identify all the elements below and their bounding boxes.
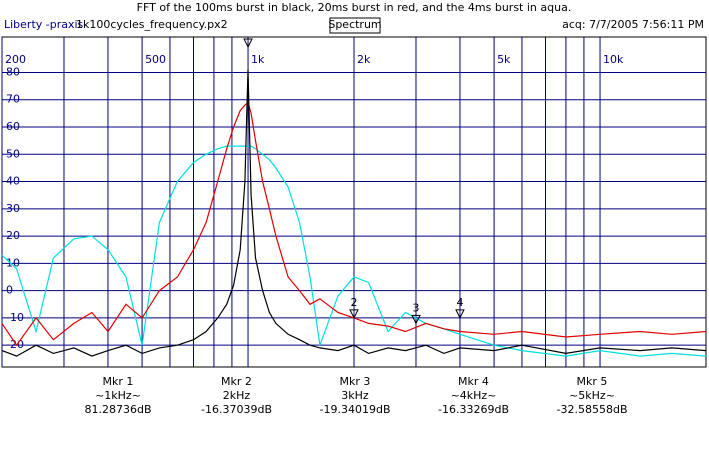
title: FFT of the 100ms burst in black, 20ms bu… — [137, 1, 572, 14]
marker-name: Mkr 5 — [577, 375, 608, 388]
series-line — [1, 145, 707, 357]
y-tick-label: 0 — [6, 284, 13, 297]
y-tick-label: 50 — [6, 147, 20, 160]
plot-marker — [243, 38, 253, 49]
marker-name: Mkr 4 — [458, 375, 489, 388]
y-tick-label: 30 — [6, 202, 20, 215]
x-tick-label: 5k — [497, 53, 511, 66]
marker-freq: 3kHz — [341, 389, 369, 402]
acq-time: acq: 7/7/2005 7:56:11 PM — [562, 18, 704, 31]
x-tick-label: 500 — [145, 53, 166, 66]
marker-value: -19.34019dB — [320, 403, 391, 416]
x-tick-label: 10k — [603, 53, 624, 66]
marker-name: Mkr 2 — [221, 375, 252, 388]
y-tick-label: 70 — [6, 93, 20, 106]
file-name: 1k100cycles_frequency.px2 — [76, 18, 228, 31]
plot-marker-label: 4 — [456, 296, 463, 309]
y-tick-label: 10 — [6, 256, 20, 269]
plot-marker — [349, 309, 359, 320]
plot-marker — [411, 314, 421, 325]
app-name: Liberty -praxis- — [4, 18, 87, 31]
plot-marker-label: 2 — [351, 296, 358, 309]
y-tick-label: -20 — [6, 338, 24, 351]
x-tick-label: 2k — [357, 53, 371, 66]
marker-name: Mkr 3 — [340, 375, 371, 388]
y-tick-label: -10 — [6, 311, 24, 324]
y-tick-label: 20 — [6, 229, 20, 242]
view-label[interactable]: Spectrum — [328, 18, 381, 31]
series-line — [1, 69, 707, 357]
y-tick-label: 60 — [6, 120, 20, 133]
view-button[interactable] — [329, 17, 381, 34]
x-tick-label: 200 — [5, 53, 26, 66]
marker-freq: ~4kHz~ — [451, 389, 497, 402]
plot-marker — [455, 309, 465, 320]
y-tick-label: 80 — [6, 65, 20, 78]
marker-value: -16.37039dB — [201, 403, 272, 416]
plot-marker-label: 3 — [412, 301, 419, 314]
y-tick-label: 40 — [6, 175, 20, 188]
marker-value: 81.28736dB — [84, 403, 151, 416]
marker-freq: ~5kHz~ — [569, 389, 615, 402]
x-tick-label: 1k — [251, 53, 265, 66]
marker-name: Mkr 1 — [103, 375, 134, 388]
marker-value: -32.58558dB — [557, 403, 628, 416]
marker-value: -16.33269dB — [438, 403, 509, 416]
marker-freq: ~1kHz~ — [95, 389, 141, 402]
series-line — [1, 101, 707, 347]
marker-freq: 2kHz — [223, 389, 251, 402]
